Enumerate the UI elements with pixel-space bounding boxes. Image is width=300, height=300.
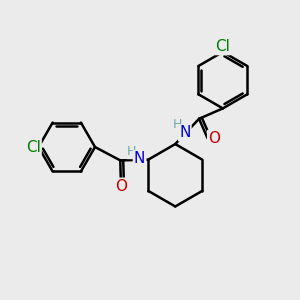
Text: Cl: Cl <box>215 39 230 54</box>
Text: H: H <box>173 118 182 131</box>
Text: N: N <box>134 151 145 166</box>
Text: O: O <box>115 179 127 194</box>
Text: Cl: Cl <box>26 140 40 154</box>
Text: H: H <box>127 145 136 158</box>
Text: N: N <box>179 125 190 140</box>
Text: O: O <box>208 131 220 146</box>
